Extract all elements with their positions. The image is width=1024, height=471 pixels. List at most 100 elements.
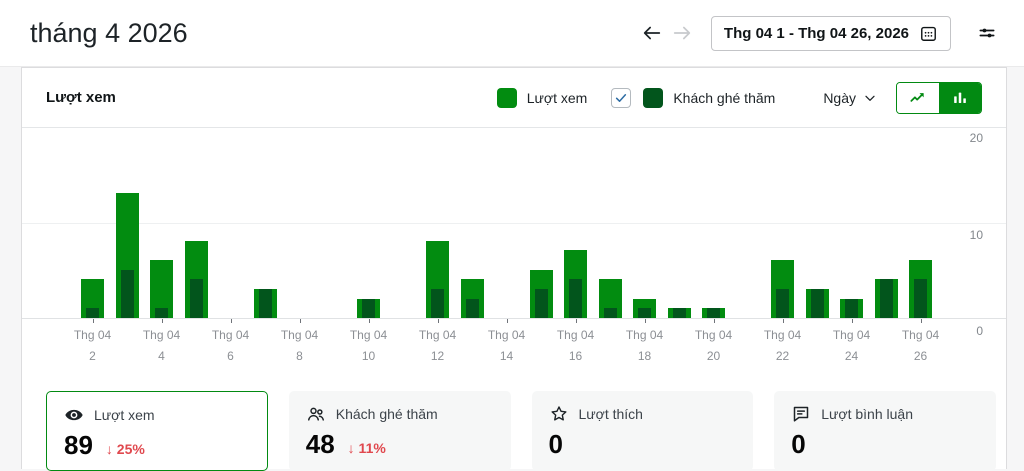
chart-title: Lượt xem	[46, 89, 116, 106]
bar-visitors-day-10[interactable]	[362, 299, 375, 318]
x-tick-day-26: 26	[913, 349, 928, 363]
bar-visitors-day-2[interactable]	[86, 308, 99, 318]
summary-card-value: 48	[305, 429, 335, 459]
bar-visitors-day-17[interactable]	[603, 308, 617, 318]
x-tick-day-10: 10	[361, 349, 376, 363]
x-tick-month-10: Thg 04	[349, 328, 388, 342]
page-title: tháng 4 2026	[30, 17, 188, 48]
bar-visitors-day-26[interactable]	[914, 279, 927, 318]
y-tick-label-20: 20	[969, 131, 983, 145]
bar-visitors-day-22[interactable]	[776, 289, 789, 318]
summary-card-label: Lượt xem	[94, 407, 155, 423]
bar-visitors-day-5[interactable]	[189, 279, 203, 318]
bar-visitors-day-13[interactable]	[465, 299, 479, 318]
bar-visitors-day-20[interactable]	[707, 308, 720, 318]
summary-card-value: 0	[548, 429, 563, 459]
line-chart-toggle-button[interactable]	[897, 82, 939, 113]
filter-settings-button[interactable]	[973, 19, 1001, 47]
legend-visitors-label: Khách ghé thăm	[673, 89, 776, 106]
visitors-swatch	[643, 87, 664, 108]
date-range-button[interactable]: Thg 04 1 - Thg 04 26, 2026	[710, 15, 951, 51]
bar-visitors-day-7[interactable]	[258, 289, 272, 318]
bar-visitors-day-19[interactable]	[672, 308, 686, 318]
x-tick-day-20: 20	[706, 349, 721, 363]
summary-card-label: Khách ghé thăm	[335, 406, 438, 422]
summary-card-value-row: 0	[791, 430, 979, 459]
x-tick-day-14: 14	[499, 349, 514, 363]
summary-card-value: 89	[64, 430, 93, 460]
summary-card-label-row: Lượt bình luận	[791, 404, 979, 424]
bar-visitors-day-3[interactable]	[120, 270, 134, 318]
bar-visitors-day-24[interactable]	[845, 299, 858, 318]
bar-visitors-day-12[interactable]	[431, 289, 444, 318]
x-tick-month-12: Thg 04	[418, 328, 457, 342]
x-tick-mark-20	[713, 319, 715, 323]
x-tick-mark-18	[644, 319, 646, 323]
bar-views-day-4[interactable]	[150, 260, 173, 318]
x-tick-month-8: Thg 04	[280, 328, 319, 342]
line-chart-icon	[908, 88, 928, 108]
x-tick-day-18: 18	[637, 349, 652, 363]
summary-cards: Lượt xem 89 ↓ 25% Khách ghé thăm 48 ↓ 11% Lượt…	[46, 391, 996, 471]
summary-card-trend: ↓ 25%	[105, 441, 145, 457]
summary-card-trend: ↓ 11%	[347, 440, 386, 456]
bar-visitors-day-23[interactable]	[810, 289, 824, 318]
chart-type-toggle	[896, 81, 982, 114]
summary-card-1[interactable]: Khách ghé thăm 48 ↓ 11%	[288, 391, 511, 471]
x-tick-month-26: Thg 04	[901, 328, 940, 342]
x-tick-mark-8	[299, 319, 301, 323]
bar-visitors-day-18[interactable]	[638, 308, 651, 318]
bar-visitors-day-15[interactable]	[534, 289, 548, 318]
x-tick-month-4: Thg 04	[142, 328, 181, 342]
interval-label: Ngày	[823, 89, 856, 106]
views-swatch	[496, 87, 517, 108]
x-axis: Thg 04 2 Thg 04 4 Thg 04 6 Thg 04 8 Thg 04 10 Thg …	[22, 319, 1006, 367]
arrow-right-icon	[671, 22, 693, 44]
summary-card-value-row: 0	[549, 430, 737, 459]
x-tick-month-18: Thg 04	[625, 328, 664, 342]
x-tick-mark-26	[920, 319, 922, 323]
x-tick-day-8: 8	[296, 349, 303, 363]
bar-visitors-day-4[interactable]	[155, 308, 168, 318]
x-tick-month-14: Thg 04	[487, 328, 526, 342]
x-tick-mark-6	[230, 319, 232, 323]
x-tick-month-2: Thg 04	[73, 328, 112, 342]
x-tick-month-24: Thg 04	[832, 328, 871, 342]
x-tick-mark-16	[575, 319, 577, 323]
x-tick-mark-10	[368, 319, 370, 323]
summary-card-value-row: 89 ↓ 25%	[64, 431, 250, 460]
checkmark-icon	[614, 91, 628, 105]
chevron-down-icon	[862, 90, 878, 106]
x-tick-mark-2	[92, 319, 94, 323]
legend-item-visitors[interactable]: Khách ghé thăm	[611, 87, 776, 108]
calendar-icon	[919, 24, 938, 43]
summary-card-label-row: Lượt xem	[64, 405, 250, 425]
summary-card-0[interactable]: Lượt xem 89 ↓ 25%	[46, 391, 268, 471]
y-tick-label-0: 0	[976, 324, 983, 338]
prev-period-button[interactable]	[637, 18, 667, 48]
summary-card-label: Lượt thích	[578, 406, 643, 422]
plot-area: 20 10 0	[22, 128, 1006, 338]
eye-icon	[64, 405, 84, 425]
x-tick-mark-22	[782, 319, 784, 323]
x-tick-mark-14	[506, 319, 508, 323]
bar-chart-toggle-button[interactable]	[939, 82, 981, 113]
interval-dropdown[interactable]: Ngày	[823, 90, 878, 106]
x-tick-day-12: 12	[430, 349, 445, 363]
x-tick-day-6: 6	[227, 349, 234, 363]
x-tick-day-2: 2	[89, 349, 96, 363]
x-tick-month-16: Thg 04	[556, 328, 595, 342]
summary-card-3[interactable]: Lượt bình luận 0	[774, 391, 996, 471]
x-tick-mark-4	[161, 319, 163, 323]
summary-card-2[interactable]: Lượt thích 0	[531, 391, 754, 471]
next-period-button[interactable]	[667, 18, 697, 48]
summary-card-label: Lượt bình luận	[821, 406, 913, 422]
x-tick-month-6: Thg 04	[211, 328, 250, 342]
visitors-checkbox[interactable]	[611, 87, 632, 108]
x-tick-day-24: 24	[844, 349, 859, 363]
bar-visitors-day-25[interactable]	[879, 279, 893, 318]
legend-item-views: Lượt xem	[496, 87, 587, 108]
people-icon	[306, 404, 326, 424]
sliders-icon	[977, 23, 997, 43]
bar-visitors-day-16[interactable]	[569, 279, 582, 318]
